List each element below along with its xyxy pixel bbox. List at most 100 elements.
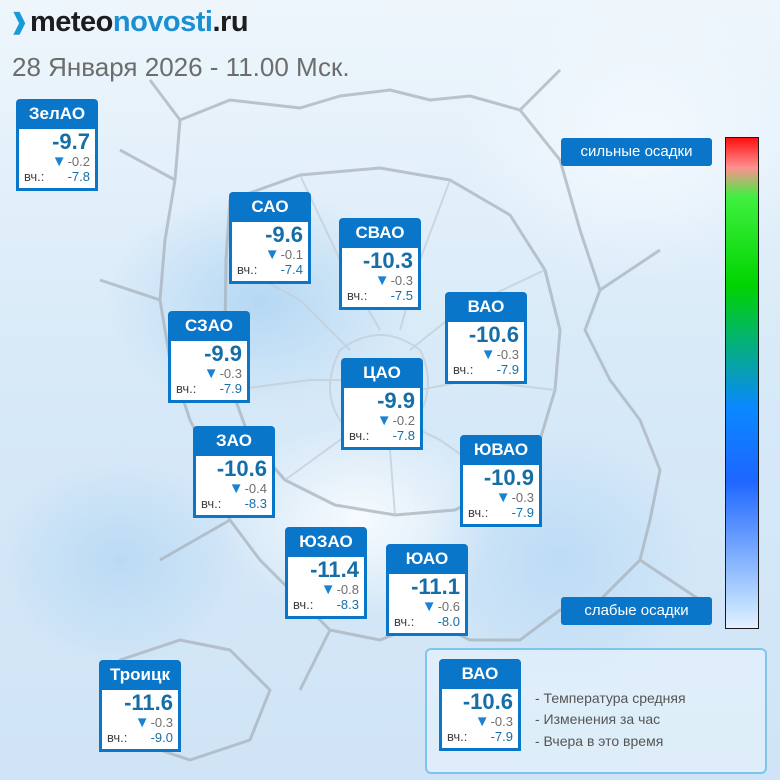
district-name: ВАО xyxy=(445,292,527,322)
change-value: -0.1 xyxy=(280,247,303,262)
district-card-body: -10.6 ▼-0.4 вч.: -8.3 xyxy=(193,456,275,518)
district-name: Троицк xyxy=(99,660,181,690)
district-yesterday: вч.: -7.9 xyxy=(468,505,534,520)
down-triangle-icon: ▼ xyxy=(421,598,437,615)
yesterday-value: -9.0 xyxy=(150,730,173,745)
district-card-body: -9.9 ▼-0.2 вч.: -7.8 xyxy=(341,388,423,450)
change-value: -0.3 xyxy=(511,490,534,505)
district-card-yuvao: ЮВАО -10.9 ▼-0.3 вч.: -7.9 xyxy=(460,435,542,527)
district-yesterday: вч.: -7.9 xyxy=(447,729,513,744)
district-temperature: -9.7 xyxy=(52,129,90,154)
district-card-svao: СВАО -10.3 ▼-0.3 вч.: -7.5 xyxy=(339,218,421,310)
district-name: ЦАО xyxy=(341,358,423,388)
district-hourly-change: ▼-0.3 xyxy=(475,713,513,730)
down-triangle-icon: ▼ xyxy=(203,365,219,382)
yesterday-prefix: вч.: xyxy=(453,362,474,377)
district-yesterday: вч.: -7.4 xyxy=(237,262,303,277)
district-name: СЗАО xyxy=(168,311,250,341)
district-card-body: -10.6 ▼-0.3 вч.: -7.9 xyxy=(445,322,527,384)
district-yesterday: вч.: -7.9 xyxy=(176,381,242,396)
change-value: -0.3 xyxy=(150,715,173,730)
yesterday-value: -7.8 xyxy=(392,428,415,443)
district-card-szao: СЗАО -9.9 ▼-0.3 вч.: -7.9 xyxy=(168,311,250,403)
down-triangle-icon: ▼ xyxy=(320,581,336,598)
district-name: ЮАО xyxy=(386,544,468,574)
down-triangle-icon: ▼ xyxy=(134,714,150,731)
district-hourly-change: ▼-0.2 xyxy=(377,412,415,429)
down-triangle-icon: ▼ xyxy=(374,272,390,289)
district-name: ЗелАО xyxy=(16,99,98,129)
down-triangle-icon: ▼ xyxy=(480,346,496,363)
change-value: -0.3 xyxy=(496,347,519,362)
brand-logo[interactable]: ❱ meteo novosti .ru xyxy=(10,6,249,39)
district-card-body: -9.9 ▼-0.3 вч.: -7.9 xyxy=(168,341,250,403)
change-value: -0.3 xyxy=(390,273,413,288)
yesterday-value: -7.4 xyxy=(280,262,303,277)
district-yesterday: вч.: -8.3 xyxy=(293,597,359,612)
legend-line-yesterday: - Вчера в это время xyxy=(535,733,664,749)
district-card-body: -10.6 ▼-0.3 вч.: -7.9 xyxy=(439,689,521,751)
change-value: -0.3 xyxy=(219,366,242,381)
district-hourly-change: ▼-0.3 xyxy=(496,489,534,506)
district-name: ЮЗАО xyxy=(285,527,367,557)
district-temperature: -11.4 xyxy=(310,557,359,582)
legend-line-hourly-change: - Изменения за час xyxy=(535,711,661,727)
district-temperature: -11.6 xyxy=(124,690,173,715)
district-card-body: -11.4 ▼-0.8 вч.: -8.3 xyxy=(285,557,367,619)
district-card-body: -11.6 ▼-0.3 вч.: -9.0 xyxy=(99,690,181,752)
district-name: ЮВАО xyxy=(460,435,542,465)
district-temperature: -10.3 xyxy=(362,248,413,273)
district-card-troitsk: Троицк -11.6 ▼-0.3 вч.: -9.0 xyxy=(99,660,181,752)
yesterday-prefix: вч.: xyxy=(394,614,415,629)
district-yesterday: вч.: -7.8 xyxy=(24,169,90,184)
district-name: САО xyxy=(229,192,311,222)
yesterday-prefix: вч.: xyxy=(176,381,197,396)
yesterday-value: -8.3 xyxy=(244,496,267,511)
district-temperature: -9.9 xyxy=(377,388,415,413)
yesterday-value: -7.9 xyxy=(511,505,534,520)
district-yesterday: вч.: -7.5 xyxy=(347,288,413,303)
district-card-zelao: ЗелАО -9.7 ▼-0.2 вч.: -7.8 xyxy=(16,99,98,191)
district-card-body: -10.9 ▼-0.3 вч.: -7.9 xyxy=(460,465,542,527)
yesterday-prefix: вч.: xyxy=(201,496,222,511)
district-card-body: -11.1 ▼-0.6 вч.: -8.0 xyxy=(386,574,468,636)
district-temperature: -10.9 xyxy=(483,465,534,490)
down-triangle-icon: ▼ xyxy=(376,412,392,429)
down-triangle-icon: ▼ xyxy=(495,489,511,506)
district-temperature: -11.1 xyxy=(411,574,460,599)
district-name: ВАО xyxy=(439,659,521,689)
district-card-tsao: ЦАО -9.9 ▼-0.2 вч.: -7.8 xyxy=(341,358,423,450)
legend-sample-card: ВАО -10.6 ▼-0.3 вч.: -7.9 xyxy=(439,659,521,751)
yesterday-prefix: вч.: xyxy=(349,428,370,443)
yesterday-prefix: вч.: xyxy=(447,729,468,744)
district-card-body: -10.3 ▼-0.3 вч.: -7.5 xyxy=(339,248,421,310)
district-hourly-change: ▼-0.8 xyxy=(321,581,359,598)
district-hourly-change: ▼-0.4 xyxy=(229,480,267,497)
district-yesterday: вч.: -7.9 xyxy=(453,362,519,377)
change-value: -0.2 xyxy=(392,413,415,428)
district-hourly-change: ▼-0.3 xyxy=(204,365,242,382)
yesterday-prefix: вч.: xyxy=(468,505,489,520)
district-temperature: -9.9 xyxy=(204,341,242,366)
brand-part-meteo: meteo xyxy=(29,6,113,38)
yesterday-prefix: вч.: xyxy=(293,597,314,612)
scale-label-heavy: сильные осадки xyxy=(561,138,712,166)
district-hourly-change: ▼-0.3 xyxy=(135,714,173,731)
district-yesterday: вч.: -8.0 xyxy=(394,614,460,629)
district-card-zao: ЗАО -10.6 ▼-0.4 вч.: -8.3 xyxy=(193,426,275,518)
change-value: -0.8 xyxy=(336,582,359,597)
yesterday-prefix: вч.: xyxy=(237,262,258,277)
brand-part-novosti: novosti xyxy=(112,6,213,38)
yesterday-prefix: вч.: xyxy=(107,730,128,745)
district-hourly-change: ▼-0.3 xyxy=(375,272,413,289)
down-triangle-icon: ▼ xyxy=(228,480,244,497)
district-name: СВАО xyxy=(339,218,421,248)
district-temperature: -10.6 xyxy=(462,689,513,714)
yesterday-value: -8.3 xyxy=(336,597,359,612)
change-value: -0.4 xyxy=(244,481,267,496)
yesterday-value: -7.9 xyxy=(490,729,513,744)
district-yesterday: вч.: -8.3 xyxy=(201,496,267,511)
district-yesterday: вч.: -9.0 xyxy=(107,730,173,745)
district-hourly-change: ▼-0.6 xyxy=(422,598,460,615)
district-hourly-change: ▼-0.2 xyxy=(52,153,90,170)
